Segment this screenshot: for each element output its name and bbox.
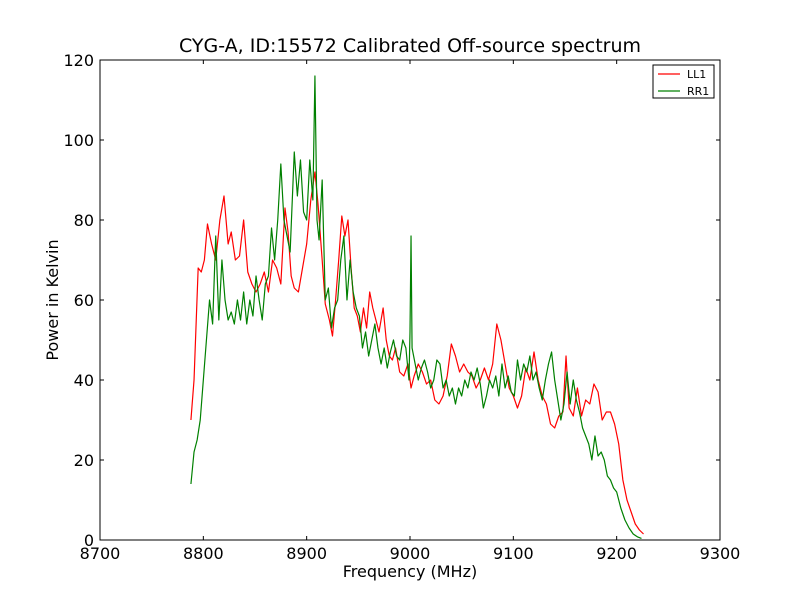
legend-box (652, 64, 715, 99)
x-tick-label: 9000 (390, 544, 431, 563)
y-tick-label: 60 (74, 291, 94, 310)
x-tick-label: 9100 (493, 544, 534, 563)
y-tick-label: 40 (74, 371, 94, 390)
x-tick-label: 8900 (286, 544, 327, 563)
y-tick-label: 80 (74, 211, 94, 230)
y-tick-label: 20 (74, 451, 94, 470)
plot-area: 8700 8800 8900 9000 9100 9200 9300 0 20 40 60 80 10… (63, 51, 740, 563)
x-tick-label: 8700 (80, 544, 121, 563)
legend-label-rr1: RR1 (687, 85, 709, 98)
x-tick-label: 9300 (700, 544, 741, 563)
y-axis-label: Power in Kelvin (43, 239, 62, 360)
x-tick-label: 8800 (183, 544, 224, 563)
y-axis-ticks: 0 20 40 60 80 100 120 (63, 51, 720, 550)
x-tick-label: 9200 (596, 544, 637, 563)
y-tick-label: 0 (84, 531, 94, 550)
series-line-rr1 (190, 75, 642, 539)
series-layer (190, 75, 644, 539)
series-line-ll1 (190, 171, 644, 535)
chart-title: CYG-A, ID:15572 Calibrated Off-source sp… (179, 35, 641, 57)
x-axis-ticks: 8700 8800 8900 9000 9100 9200 9300 (80, 60, 741, 563)
legend-label-ll1: LL1 (687, 68, 706, 81)
y-tick-label: 120 (63, 51, 94, 70)
y-tick-label: 100 (63, 131, 94, 150)
x-axis-label: Frequency (MHz) (343, 562, 477, 581)
